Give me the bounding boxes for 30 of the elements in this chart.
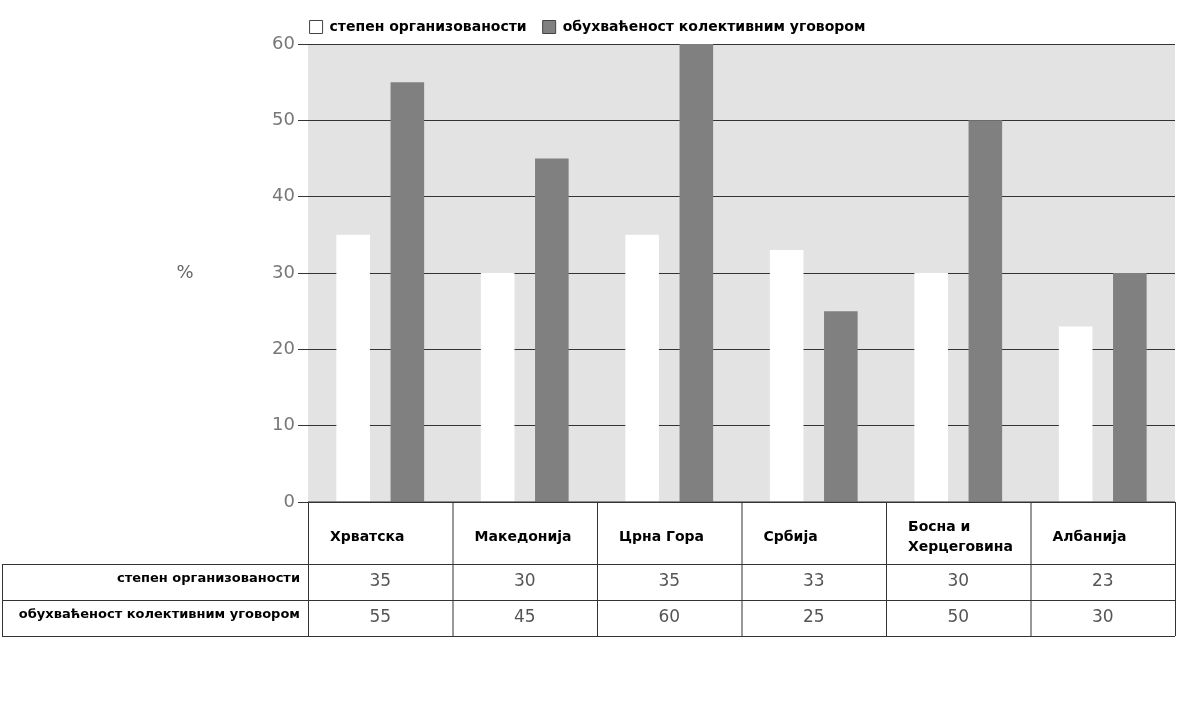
data-label: 35 <box>658 570 681 591</box>
y-axis-title: % <box>176 260 194 282</box>
text: степен организованости <box>116 570 300 586</box>
x-tick-label: Србија <box>763 527 818 544</box>
x-tick-label: Македонија <box>474 527 572 544</box>
y-tick-label: 60 <box>272 31 295 53</box>
data-label: 25 <box>802 606 825 627</box>
data-label: 45 <box>513 606 536 627</box>
data-label: 35 <box>369 570 392 591</box>
data-label: 23 <box>1091 570 1114 591</box>
data-label: 30 <box>1091 606 1114 627</box>
x-tick-label: Босна и Херцеговина <box>908 517 1013 554</box>
data-label: 30 <box>947 570 970 591</box>
x-tick-label: Албанија <box>1052 527 1127 544</box>
x-tick-label: Хрватска <box>330 527 405 544</box>
y-tick-label: 20 <box>272 337 295 359</box>
data-label: 30 <box>513 570 536 591</box>
y-tick-label: 0 <box>283 489 295 511</box>
data-label: 60 <box>658 606 681 627</box>
text: обухваћеност колективним уговором <box>18 606 300 622</box>
legend-label: степен организованости <box>329 17 527 34</box>
data-label: 55 <box>369 606 392 627</box>
data-label: 50 <box>947 606 970 627</box>
y-tick-label: 50 <box>272 108 295 130</box>
y-tick-label: 40 <box>272 184 295 206</box>
y-tick-label: 30 <box>272 260 295 282</box>
y-tick-label: 10 <box>272 413 295 435</box>
x-tick-label: Црна Гора <box>619 527 705 544</box>
legend-label: обухваћеност колективним уговором <box>562 17 866 34</box>
data-label: 33 <box>802 570 825 591</box>
